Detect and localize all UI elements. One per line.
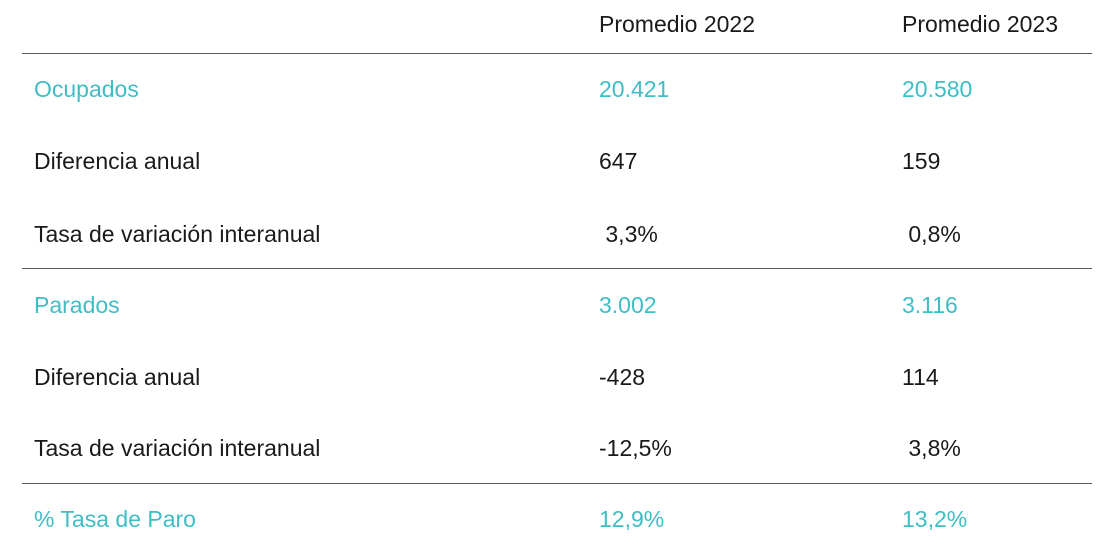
table-row-diferencia-parados: Diferencia anual -428 114 (0, 357, 1109, 397)
value-2023: 0,8% (902, 221, 961, 247)
table-row-parados: Parados 3.002 3.116 (0, 285, 1109, 325)
value-2022: 3.002 (599, 292, 657, 318)
table-row-tasa-de-paro: % Tasa de Paro 12,9% 13,2% (0, 499, 1109, 539)
value-2022: 12,9% (599, 506, 665, 532)
value-2022: -12,5% (599, 435, 672, 461)
row-label: Diferencia anual (34, 148, 201, 174)
row-label: Diferencia anual (34, 364, 201, 390)
value-2022: 20.421 (599, 76, 670, 102)
row-label: Tasa de variación interanual (34, 221, 321, 247)
header-row: Promedio 2022 Promedio 2023 (0, 4, 1109, 44)
value-2022: -428 (599, 364, 646, 390)
value-2023: 13,2% (902, 506, 968, 532)
row-label: Tasa de variación interanual (34, 435, 321, 461)
value-2023: 3.116 (902, 292, 958, 318)
table-row-ocupados: Ocupados 20.421 20.580 (0, 69, 1109, 109)
value-2022: 3,3% (599, 221, 658, 247)
header-divider (22, 53, 1092, 54)
value-2023: 114 (902, 364, 939, 390)
table-row-tasa-parados: Tasa de variación interanual -12,5% 3,8% (0, 428, 1109, 468)
value-2023: 3,8% (902, 435, 961, 461)
section-divider-1 (22, 268, 1092, 269)
section-divider-2 (22, 483, 1092, 484)
value-2023: 159 (902, 148, 941, 174)
value-2023: 20.580 (902, 76, 973, 102)
row-label: % Tasa de Paro (34, 506, 196, 532)
value-2022: 647 (599, 148, 638, 174)
table-row-tasa-ocupados: Tasa de variación interanual 3,3% 0,8% (0, 214, 1109, 254)
row-label: Ocupados (34, 76, 139, 102)
table-row-diferencia-ocupados: Diferencia anual 647 159 (0, 141, 1109, 181)
row-label: Parados (34, 292, 120, 318)
header-promedio-2022: Promedio 2022 (599, 11, 755, 37)
header-promedio-2023: Promedio 2023 (902, 11, 1058, 37)
